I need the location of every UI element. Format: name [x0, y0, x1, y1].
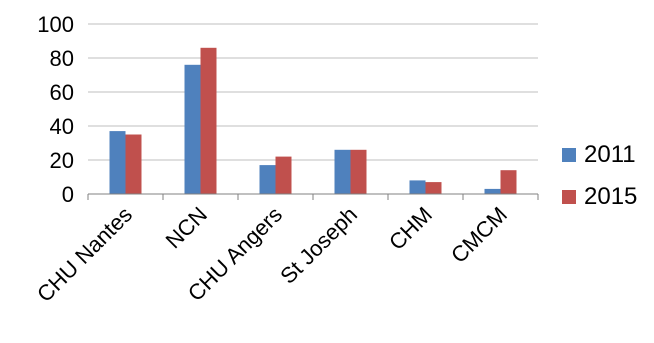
bar-2011-0: [109, 131, 126, 194]
category-label: NCN: [161, 202, 212, 253]
bar-2011-5: [484, 188, 501, 194]
bar-2015-0: [125, 134, 142, 194]
x-axis: [87, 193, 539, 200]
bar-2015-3: [350, 149, 367, 194]
legend-label: 2015: [584, 183, 637, 210]
legend-label: 2011: [584, 141, 636, 168]
bar-2015-2: [275, 156, 292, 194]
y-tick-label: 100: [37, 12, 74, 37]
y-tick-label: 40: [50, 114, 74, 139]
gridlines: [88, 23, 538, 161]
category-label: CMCM: [446, 202, 512, 268]
category-label: St Joseph: [275, 202, 362, 289]
bar-2015-4: [425, 182, 442, 194]
legend-swatch: [562, 190, 576, 204]
legend-swatch: [562, 148, 576, 162]
y-axis-ticks: 0 20 40 60 80 100: [37, 12, 74, 207]
bars: [109, 47, 517, 194]
bar-2015-5: [500, 170, 517, 194]
y-tick-label: 80: [50, 46, 74, 71]
y-tick-label: 20: [50, 148, 74, 173]
y-tick-label: 0: [62, 182, 74, 207]
category-label: CHM: [384, 202, 437, 255]
bar-2011-2: [259, 165, 276, 194]
bar-2015-1: [200, 47, 217, 194]
bar-2011-3: [334, 149, 351, 194]
category-label: CHU Nantes: [32, 202, 137, 307]
bar-2011-4: [409, 180, 426, 194]
legend: 2011 2015: [562, 141, 637, 210]
bar-2011-1: [184, 64, 201, 194]
y-tick-label: 60: [50, 80, 74, 105]
